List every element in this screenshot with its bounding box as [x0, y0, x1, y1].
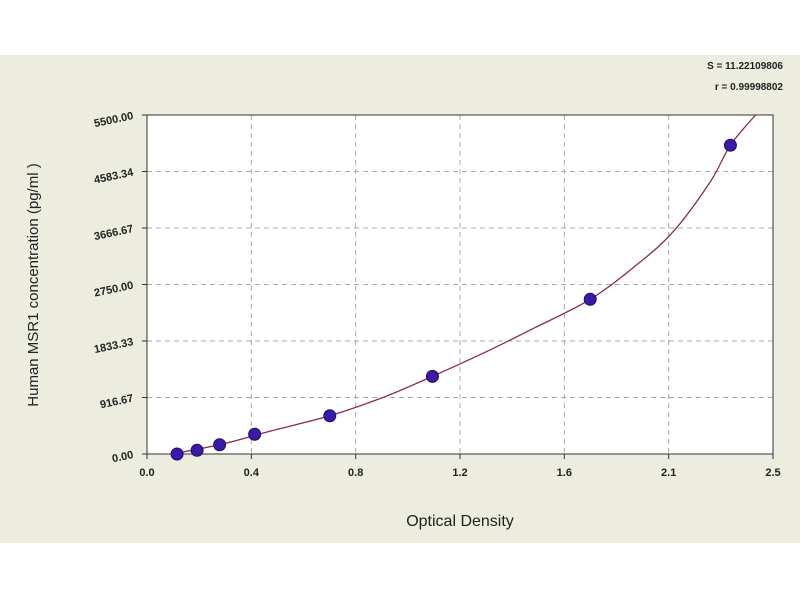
- data-point: [170, 447, 184, 461]
- y-tick-label: 1833.33: [93, 336, 134, 356]
- fit-curve: [171, 114, 756, 455]
- x-tick-label: 2.1: [661, 467, 676, 479]
- y-tick-label: 5500.00: [93, 110, 134, 130]
- chart-figure: 0.0 0.4 0.8 1.2 1.6 2.1 2.5 0.00 916.67 1833.33 27…: [0, 55, 800, 543]
- data-point: [323, 409, 337, 423]
- y-tick-label: 4583.34: [93, 166, 135, 186]
- data-point: [248, 427, 262, 441]
- data-point: [190, 443, 204, 457]
- grid-lines: [147, 115, 773, 454]
- y-tick-label: 0.00: [111, 449, 134, 465]
- y-tick-label: 3666.67: [93, 223, 134, 243]
- x-tick-label: 1.2: [452, 467, 467, 479]
- x-tick-label: 1.6: [557, 467, 572, 479]
- data-point: [583, 292, 597, 306]
- x-tick-label: 0.0: [139, 467, 154, 479]
- stat-s-value: S = 11.22109806: [707, 61, 783, 72]
- x-tick-label: 0.4: [244, 467, 260, 479]
- x-axis-title: Optical Density: [406, 513, 514, 530]
- data-points: [170, 138, 737, 461]
- x-tick-label: 0.8: [348, 467, 363, 479]
- data-point: [723, 138, 737, 152]
- y-tick-label: 916.67: [99, 393, 134, 412]
- data-point: [213, 438, 227, 452]
- axes: [142, 114, 774, 459]
- y-axis-title: Human MSR1 concentration (pg/ml ): [25, 163, 42, 406]
- y-tick-label: 2750.00: [93, 280, 134, 300]
- chart-svg: 0.0 0.4 0.8 1.2 1.6 2.1 2.5 0.00 916.67 1833.33 27…: [25, 61, 784, 530]
- data-point: [425, 369, 439, 383]
- stat-r-value: r = 0.99998802: [715, 82, 784, 93]
- x-tick-label: 2.5: [765, 467, 780, 479]
